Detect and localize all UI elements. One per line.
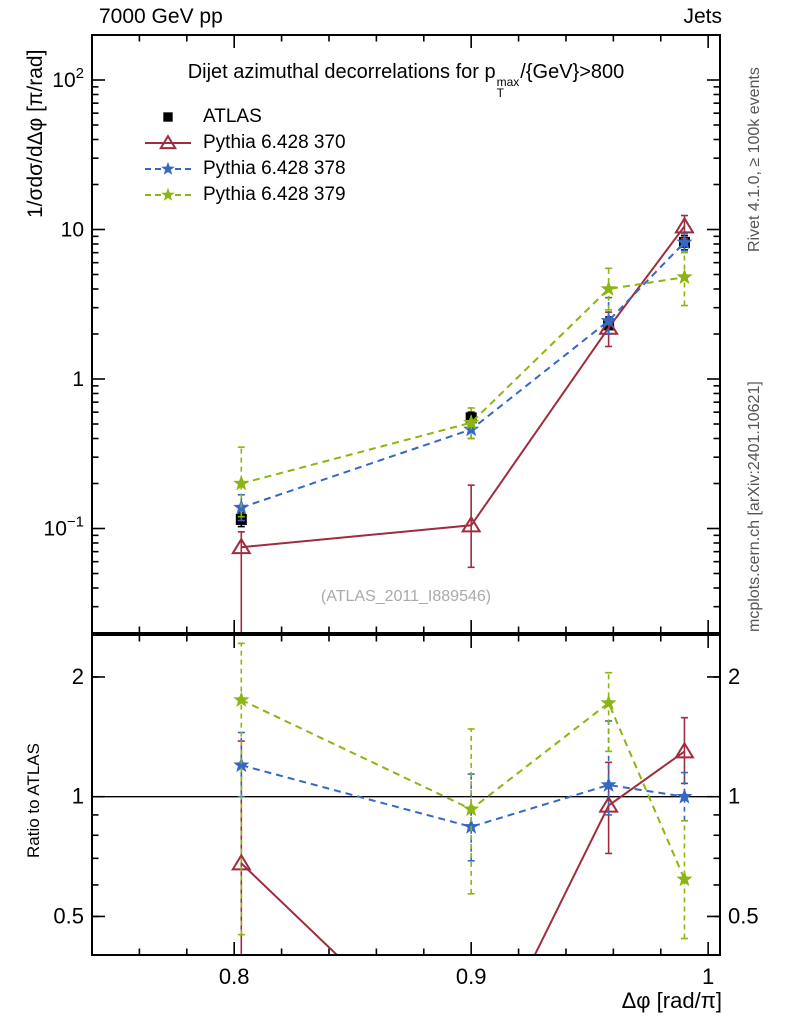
analysis-category-label: Jets <box>683 5 722 28</box>
legend-label-pythia-370: Pythia 6.428 370 <box>203 132 346 153</box>
marker-star <box>161 161 175 175</box>
ratio-y-axis-title: Ratio to ATLAS <box>24 743 43 858</box>
marker-square <box>163 112 173 122</box>
ratio-tick-label-left: 2 <box>72 664 84 689</box>
marker-star <box>600 776 617 792</box>
marker-star <box>676 233 693 250</box>
marker-triangle <box>158 134 178 150</box>
legend-marker-atlas-icon <box>163 112 173 122</box>
x-tick-label: 0.8 <box>219 964 250 989</box>
legend-item-pythia-379: Pythia 6.428 379 <box>143 182 346 208</box>
marker-star <box>161 187 175 201</box>
series-line <box>241 225 686 549</box>
legend-item-atlas: ATLAS <box>143 104 346 130</box>
y-tick-label: 102 <box>52 65 84 92</box>
marker-star <box>233 756 250 773</box>
plot-title-suffix: /{GeV}>800 <box>520 61 625 83</box>
main-panel-frame <box>91 34 721 634</box>
plot-title: Dijet azimuthal decorrelations for p max T… <box>92 61 720 99</box>
series-line <box>241 764 685 828</box>
marker-triangle <box>231 537 252 555</box>
marker-star <box>600 694 617 710</box>
beam-energy-label: 7000 GeV pp <box>99 5 223 28</box>
plot-title-subscript: T <box>496 86 504 100</box>
marker-triangle <box>674 216 695 234</box>
marker-triangle <box>674 741 695 759</box>
ratio-panel-frame <box>91 634 721 956</box>
legend-marker-pythia-379-icon <box>145 187 191 201</box>
rivet-version-note: Rivet 4.1.0, ≥ 100k events <box>746 67 763 252</box>
ratio-tick-label-right: 1 <box>728 784 740 809</box>
ratio-tick-label-left: 0.5 <box>53 903 84 928</box>
tspan-shape: −1 <box>67 514 84 531</box>
legend-marker-pythia-370-icon <box>145 134 191 150</box>
marker-star <box>676 788 693 804</box>
marker-star <box>233 691 250 707</box>
x-tick-label: 0.9 <box>456 964 487 989</box>
ratio-tick-label-right: 0.5 <box>728 903 759 928</box>
marker-star <box>233 475 250 491</box>
plot-title-prefix: Dijet azimuthal decorrelations for p <box>187 61 496 83</box>
series-line <box>240 750 686 955</box>
legend-label-atlas: ATLAS <box>203 106 262 127</box>
analysis-id-watermark: (ATLAS_2011_I889546) <box>320 588 492 605</box>
tspan-shape: 2 <box>76 65 84 82</box>
marker-star <box>463 800 480 817</box>
series-line <box>240 699 686 880</box>
ratio-tick-label-right: 2 <box>728 664 740 689</box>
y-tick-label: 10 <box>61 219 84 242</box>
series-pythia-6-428-378 <box>233 720 693 862</box>
legend-item-pythia-378: Pythia 6.428 378 <box>143 156 346 182</box>
legend-marker-pythia-378-icon <box>145 161 191 175</box>
legend-item-pythia-370: Pythia 6.428 370 <box>143 130 346 156</box>
marker-star <box>600 312 617 328</box>
tspan-shape: 10 <box>44 518 67 541</box>
ratio-tick-label-left: 1 <box>72 784 84 809</box>
main-y-axis-title: 1/σdσ/dΔφ [π/rad] <box>24 49 47 218</box>
series-pythia-6-428-379 <box>233 642 693 940</box>
series-pythia-6-428-378 <box>233 232 693 522</box>
legend-label-pythia-378: Pythia 6.428 378 <box>203 158 346 179</box>
y-tick-label: 10−1 <box>44 514 84 541</box>
marker-star <box>676 268 693 284</box>
marker-star <box>676 870 693 887</box>
marker-triangle <box>460 515 482 533</box>
pt-max-supsub: max T <box>496 75 520 100</box>
x-axis-title: Δφ [rad/π] <box>621 988 722 1013</box>
series-line <box>240 241 686 509</box>
series-pythia-6-428-379 <box>233 251 693 518</box>
series-atlas <box>235 234 690 528</box>
series-line <box>241 276 685 485</box>
marker-star <box>463 414 480 430</box>
mcplots-reference-note: mcplots.cern.ch [arXiv:2401.10621] <box>746 381 763 632</box>
tspan-shape: 10 <box>52 69 75 92</box>
marker-star <box>600 280 617 296</box>
legend: ATLAS Pythia 6.428 370 Pythia 6.428 378 … <box>143 104 346 208</box>
legend-label-pythia-379: Pythia 6.428 379 <box>203 184 346 205</box>
y-tick-label: 1 <box>72 368 84 391</box>
x-tick-label: 1 <box>702 964 714 989</box>
plot-title-superscript: max <box>496 75 520 89</box>
